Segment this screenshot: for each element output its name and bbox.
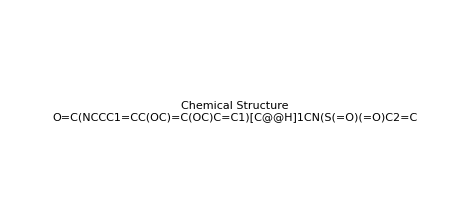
Text: Chemical Structure
O=C(NCCC1=CC(OC)=C(OC)C=C1)[C@@H]1CN(S(=O)(=O)C2=C: Chemical Structure O=C(NCCC1=CC(OC)=C(OC… bbox=[52, 101, 417, 122]
